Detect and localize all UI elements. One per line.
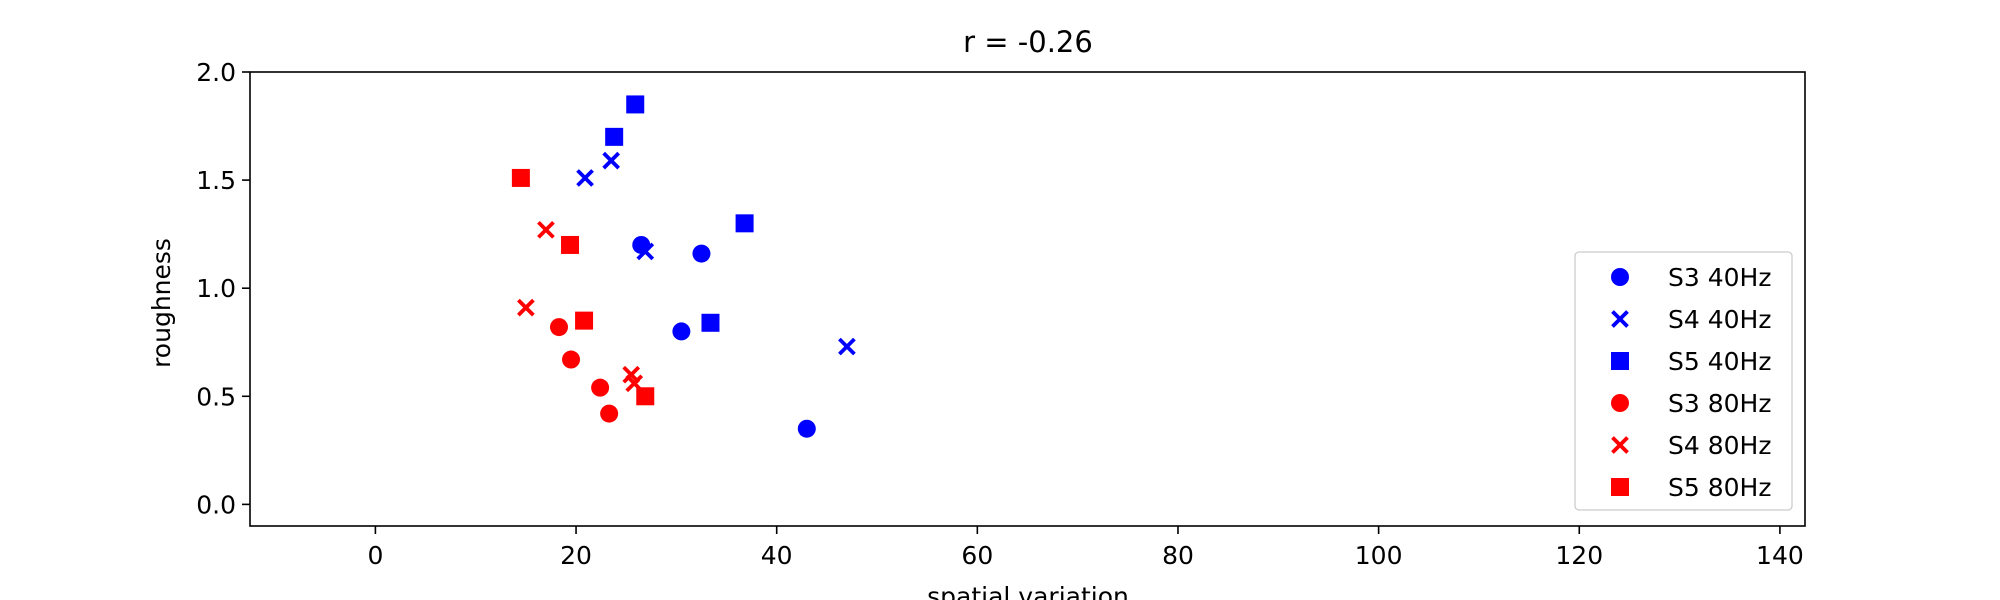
x-tick-label: 20 (560, 541, 592, 570)
x-axis: 0 20 40 60 80 100 120 140 (367, 526, 1804, 570)
y-tick-label: 0.5 (196, 382, 236, 411)
legend-label: S5 80Hz (1668, 473, 1771, 502)
data-point (591, 378, 610, 397)
data-point (735, 214, 754, 233)
data-point (576, 169, 594, 187)
data-point (701, 313, 720, 332)
y-tick-label: 0.0 (196, 490, 236, 519)
data-point (549, 318, 568, 337)
data-point (636, 242, 655, 261)
data-point (561, 235, 580, 254)
data-point (575, 311, 594, 330)
y-tick-label: 1.5 (196, 166, 236, 195)
x-tick-label: 100 (1355, 541, 1403, 570)
x-tick-label: 60 (961, 541, 993, 570)
legend-marker (1611, 394, 1629, 412)
legend-label: S3 80Hz (1668, 389, 1771, 418)
legend-marker (1611, 268, 1629, 286)
data-point (511, 168, 530, 187)
legend-label: S4 40Hz (1668, 305, 1771, 334)
x-tick-label: 120 (1555, 541, 1603, 570)
legend-label: S5 40Hz (1668, 347, 1771, 376)
legend-label: S4 80Hz (1668, 431, 1771, 460)
legend: S3 40Hz S4 40Hz S5 40Hz S3 80Hz S4 80Hz S5 80… (1574, 251, 1793, 511)
x-tick-label: 0 (367, 541, 383, 570)
y-axis-label: roughness (147, 238, 176, 368)
legend-marker (1611, 436, 1629, 454)
legend-box (1574, 251, 1793, 511)
data-point (636, 387, 655, 406)
legend-marker (1611, 352, 1629, 370)
legend-marker (1611, 310, 1629, 328)
data-point (562, 350, 581, 369)
x-tick-label: 80 (1162, 541, 1194, 570)
data-point (537, 220, 555, 239)
data-point (602, 151, 621, 170)
data-point (797, 419, 816, 438)
data-point (626, 95, 645, 114)
chart-title: r = -0.26 (963, 25, 1093, 59)
x-axis-label: spatial variation (927, 582, 1129, 600)
data-point (672, 322, 691, 341)
data-point (600, 404, 619, 423)
y-axis: 0.0 0.5 1.0 1.5 2.0 (196, 58, 250, 519)
y-tick-label: 1.0 (196, 274, 236, 303)
data-point (605, 127, 624, 146)
data-point (692, 244, 711, 263)
data-point (517, 298, 535, 317)
plot-area-frame (249, 71, 1806, 527)
legend-label: S3 40Hz (1668, 263, 1771, 292)
x-tick-label: 40 (761, 541, 793, 570)
x-tick-label: 140 (1756, 541, 1804, 570)
data-points (511, 95, 856, 438)
y-tick-label: 2.0 (196, 58, 236, 87)
data-point (838, 337, 856, 356)
legend-marker (1611, 478, 1629, 496)
